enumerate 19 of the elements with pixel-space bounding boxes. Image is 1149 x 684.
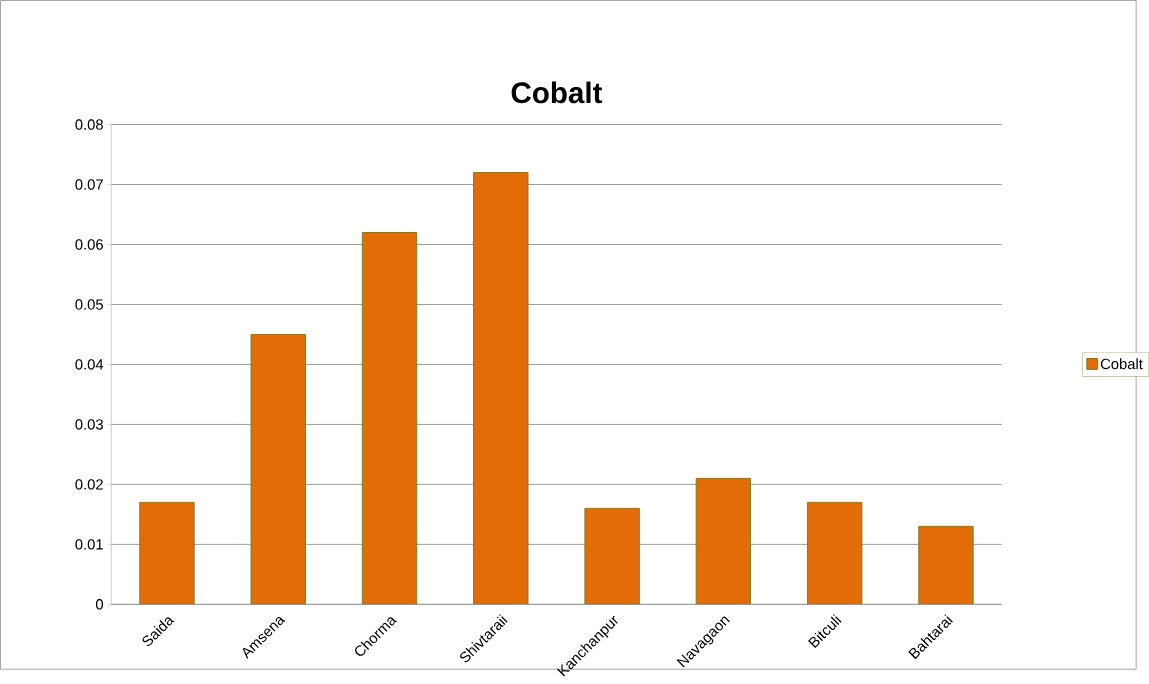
y-tick-label: 0 bbox=[95, 598, 104, 610]
bar bbox=[584, 507, 640, 605]
bar bbox=[361, 231, 418, 605]
bar bbox=[695, 477, 752, 605]
bar bbox=[806, 501, 863, 605]
y-tick-label: 0.01 bbox=[75, 539, 103, 550]
bar bbox=[473, 171, 529, 605]
y-tick-label: 0.06 bbox=[75, 239, 103, 250]
y-tick-label: 0.02 bbox=[75, 479, 103, 490]
legend-label: Cobalt bbox=[1100, 358, 1143, 370]
y-tick-label: 0.08 bbox=[75, 119, 103, 130]
chart-title: Cobalt bbox=[511, 81, 603, 104]
y-tick-label: 0.04 bbox=[75, 359, 104, 370]
y-tick-label: 0.07 bbox=[75, 179, 103, 190]
bar bbox=[250, 333, 306, 605]
y-tick-label: 0.05 bbox=[75, 299, 103, 310]
y-tick-label: 0.03 bbox=[75, 419, 103, 430]
bar bbox=[139, 501, 195, 605]
bar bbox=[918, 525, 974, 605]
